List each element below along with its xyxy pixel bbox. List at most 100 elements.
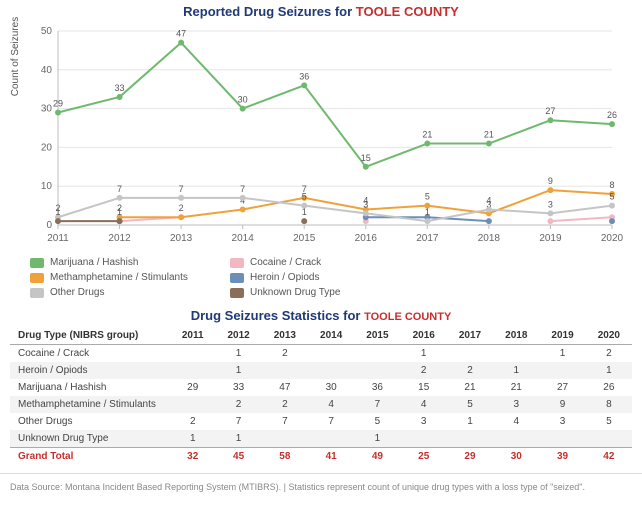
svg-text:2017: 2017: [416, 233, 439, 244]
cell: [354, 362, 400, 379]
cell: [308, 430, 354, 448]
svg-text:20: 20: [41, 142, 53, 153]
table-header-year: 2016: [401, 327, 447, 345]
legend-item: Heroin / Opiods: [230, 270, 430, 285]
row-label: Heroin / Opiods: [10, 362, 170, 379]
svg-text:27: 27: [545, 106, 555, 116]
cell: 30: [493, 448, 539, 466]
cell: 21: [493, 379, 539, 396]
cell: 2: [401, 362, 447, 379]
legend-swatch: [230, 273, 244, 283]
svg-text:33: 33: [115, 83, 125, 93]
cell: 5: [447, 396, 493, 413]
svg-text:7: 7: [240, 184, 245, 194]
legend-item: Unknown Drug Type: [230, 285, 430, 300]
cell: 8: [586, 396, 632, 413]
cell: 1: [493, 362, 539, 379]
table-row: Other Drugs2777531435: [10, 413, 632, 430]
svg-text:1: 1: [55, 207, 60, 217]
cell: 1: [586, 362, 632, 379]
cell: 1: [354, 430, 400, 448]
svg-text:3: 3: [548, 199, 553, 209]
svg-text:2019: 2019: [539, 233, 562, 244]
cell: 25: [401, 448, 447, 466]
svg-text:0: 0: [46, 220, 52, 231]
table-row: Grand Total32455841492529303942: [10, 448, 632, 466]
svg-text:10: 10: [41, 181, 53, 192]
cell: 4: [493, 413, 539, 430]
row-label: Grand Total: [10, 448, 170, 466]
cell: 4: [308, 396, 354, 413]
svg-text:7: 7: [117, 184, 122, 194]
cell: 5: [354, 413, 400, 430]
cell: [170, 362, 215, 379]
svg-text:29: 29: [53, 98, 63, 108]
table-header-year: 2020: [586, 327, 632, 345]
cell: 7: [354, 396, 400, 413]
table-header-year: 2012: [215, 327, 261, 345]
svg-text:2: 2: [179, 203, 184, 213]
table-row: Methamphetamine / Stimulants224745398: [10, 396, 632, 413]
svg-text:21: 21: [422, 130, 432, 140]
cell: [170, 345, 215, 363]
chart-title-county: TOOLE COUNTY: [356, 4, 459, 19]
svg-text:15: 15: [361, 153, 371, 163]
cell: 2: [170, 413, 215, 430]
legend-label: Cocaine / Crack: [250, 257, 321, 268]
legend: Marijuana / HashishCocaine / CrackMetham…: [30, 255, 430, 300]
legend-label: Other Drugs: [50, 287, 104, 298]
legend-swatch: [230, 288, 244, 298]
table-header-year: 2019: [539, 327, 585, 345]
cell: [447, 345, 493, 363]
legend-swatch: [230, 258, 244, 268]
table-row: Heroin / Opiods12211: [10, 362, 632, 379]
stats-table: Drug Type (NIBRS group)20112012201320142…: [10, 327, 632, 465]
svg-text:1: 1: [302, 207, 307, 217]
svg-text:47: 47: [176, 29, 186, 39]
cell: [262, 430, 308, 448]
table-header-year: 2014: [308, 327, 354, 345]
cell: [262, 362, 308, 379]
cell: 2: [262, 345, 308, 363]
cell: 42: [586, 448, 632, 466]
svg-text:5: 5: [609, 192, 614, 202]
cell: 26: [586, 379, 632, 396]
svg-text:40: 40: [41, 65, 53, 76]
cell: 1: [215, 345, 261, 363]
table-title: Drug Seizures Statistics for TOOLE COUNT…: [0, 306, 642, 327]
table-header-year: 2013: [262, 327, 308, 345]
cell: [401, 430, 447, 448]
cell: 30: [308, 379, 354, 396]
cell: 7: [215, 413, 261, 430]
line-chart-svg: 0102030405020112012201320142015201620172…: [16, 21, 626, 251]
cell: 32: [170, 448, 215, 466]
cell: [447, 430, 493, 448]
cell: 7: [262, 413, 308, 430]
y-axis-label: Count of Seizures: [10, 17, 21, 97]
table-title-county: TOOLE COUNTY: [364, 311, 451, 323]
cell: [493, 345, 539, 363]
svg-text:1: 1: [117, 207, 122, 217]
svg-text:2012: 2012: [108, 233, 131, 244]
legend-label: Methamphetamine / Stimulants: [50, 272, 188, 283]
cell: [586, 430, 632, 448]
legend-item: Cocaine / Crack: [230, 255, 430, 270]
legend-label: Unknown Drug Type: [250, 287, 340, 298]
svg-text:2013: 2013: [170, 233, 193, 244]
cell: [308, 345, 354, 363]
chart-title: Reported Drug Seizures for TOOLE COUNTY: [0, 0, 642, 21]
table-header-year: 2017: [447, 327, 493, 345]
cell: [354, 345, 400, 363]
svg-text:8: 8: [609, 180, 614, 190]
legend-item: Methamphetamine / Stimulants: [30, 270, 230, 285]
cell: 1: [401, 345, 447, 363]
chart-area: Count of Seizures 0102030405020112012201…: [16, 21, 626, 251]
svg-text:2015: 2015: [293, 233, 316, 244]
svg-text:30: 30: [238, 95, 248, 105]
cell: 21: [447, 379, 493, 396]
svg-text:50: 50: [41, 26, 53, 37]
svg-text:4: 4: [486, 195, 491, 205]
legend-item: Other Drugs: [30, 285, 230, 300]
cell: 2: [262, 396, 308, 413]
row-label: Other Drugs: [10, 413, 170, 430]
